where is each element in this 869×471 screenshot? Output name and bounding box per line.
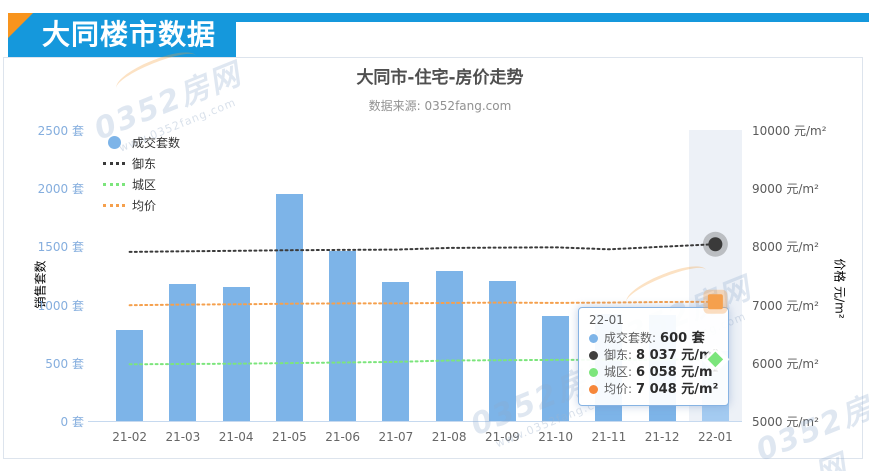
right-axis-tick: 9000 元/m² — [752, 182, 819, 197]
bar-21-04[interactable] — [222, 287, 250, 421]
x-tick-label: 21-07 — [378, 430, 414, 444]
corner-ribbon-icon — [8, 13, 33, 38]
bar-21-05[interactable] — [275, 194, 303, 421]
dotted-line-legend-marker-icon — [102, 204, 126, 207]
legend-item-城区[interactable]: 城区 — [102, 174, 180, 195]
x-tick-label: 21-04 — [218, 430, 254, 444]
bar-21-08[interactable] — [435, 270, 463, 421]
tooltip-title: 22-01 — [589, 313, 624, 327]
x-tick-label: 21-02 — [112, 430, 148, 444]
tooltip-row-value: 8 037 元/m² — [636, 348, 719, 363]
tooltip-row-value: 6 058 元/m² — [636, 365, 719, 380]
right-axis-tick: 5000 元/m² — [752, 415, 819, 429]
chart-title: 大同市-住宅-房价走势 — [356, 68, 524, 88]
bar-21-02[interactable] — [116, 330, 144, 421]
tooltip-row-value: 7 048 元/m² — [636, 382, 719, 397]
x-tick-label: 22-01 — [697, 430, 733, 444]
bar-21-06[interactable] — [329, 251, 357, 421]
left-axis-tick: 2000 套 — [37, 182, 84, 197]
legend-label: 城区 — [132, 178, 157, 192]
tooltip-rows: 成交套数: 600 套御东: 8 037 元/m² 城区: 6 058 元/m² 均价: 7… — [589, 330, 718, 398]
legend-item-御东[interactable]: 御东 — [102, 153, 180, 174]
tooltip-series-dot-icon — [589, 385, 598, 394]
legend-label: 御东 — [132, 157, 157, 171]
x-tick-label: 21-10 — [538, 430, 574, 444]
header-accent-bar — [8, 13, 869, 22]
tooltip-row-label: 御东: — [604, 348, 633, 362]
left-axis-tick: 1500 套 — [37, 240, 84, 255]
legend-marker-glyph — [103, 183, 125, 186]
legend-marker-glyph — [103, 204, 125, 207]
bar-21-09[interactable] — [488, 281, 516, 421]
legend-item-成交套数[interactable]: 成交套数 — [102, 132, 180, 153]
tooltip-row: 成交套数: 600 套 — [589, 330, 718, 347]
tooltip-row-label: 成交套数: — [604, 331, 657, 345]
dotted-line-legend-marker-icon — [102, 162, 126, 165]
x-tick-label: 21-11 — [591, 430, 627, 444]
left-axis-tick: 0 套 — [60, 415, 84, 429]
circle-legend-marker-icon — [102, 136, 126, 149]
x-tick-label: 21-03 — [165, 430, 201, 444]
tooltip-row-label: 城区: — [604, 365, 633, 379]
tooltip-row: 均价: 7 048 元/m² — [589, 381, 718, 398]
bar-21-03[interactable] — [169, 283, 197, 421]
bar-21-07[interactable] — [382, 282, 410, 421]
tooltip-series-dot-icon — [589, 351, 598, 360]
legend-label: 成交套数 — [132, 136, 181, 150]
tooltip-series-dot-icon — [589, 334, 598, 343]
right-axis-name: 价格 元/m² — [832, 258, 847, 319]
x-tick-label: 21-12 — [644, 430, 680, 444]
bar-21-10[interactable] — [542, 316, 570, 421]
x-axis-line — [88, 421, 742, 422]
legend-item-均价[interactable]: 均价 — [102, 195, 180, 216]
legend-marker-glyph — [107, 136, 121, 149]
right-axis-tick: 7000 元/m² — [752, 298, 819, 313]
tooltip-series-dot-icon — [589, 368, 598, 377]
legend-label: 均价 — [132, 199, 157, 213]
tooltip-row-label: 均价: — [604, 382, 633, 396]
left-axis-tick: 1000 套 — [37, 298, 84, 313]
x-tick-label: 21-08 — [431, 430, 467, 444]
tooltip-row: 城区: 6 058 元/m² — [589, 364, 718, 381]
legend: 成交套数御东城区均价 — [102, 132, 180, 216]
right-axis-tick: 8000 元/m² — [752, 240, 819, 255]
legend-marker-glyph — [103, 162, 125, 165]
right-axis-tick: 10000 元/m² — [752, 124, 827, 138]
dotted-line-legend-marker-icon — [102, 183, 126, 186]
left-axis-tick: 2500 套 — [37, 124, 84, 138]
x-tick-label: 21-06 — [325, 430, 361, 444]
right-axis-tick: 6000 元/m² — [752, 356, 819, 371]
chart-subtitle: 数据来源: 0352fang.com — [368, 99, 512, 113]
x-tick-label: 21-09 — [484, 430, 520, 444]
tooltip: 22-01 成交套数: 600 套御东: 8 037 元/m² 城区: 6 058 元/… — [578, 307, 730, 406]
tooltip-row: 御东: 8 037 元/m² — [589, 347, 718, 364]
x-tick-label: 21-05 — [271, 430, 307, 444]
left-axis-tick: 500 套 — [45, 356, 84, 371]
tooltip-row-value: 600 套 — [660, 331, 705, 346]
page-title: 大同楼市数据 — [8, 13, 236, 57]
